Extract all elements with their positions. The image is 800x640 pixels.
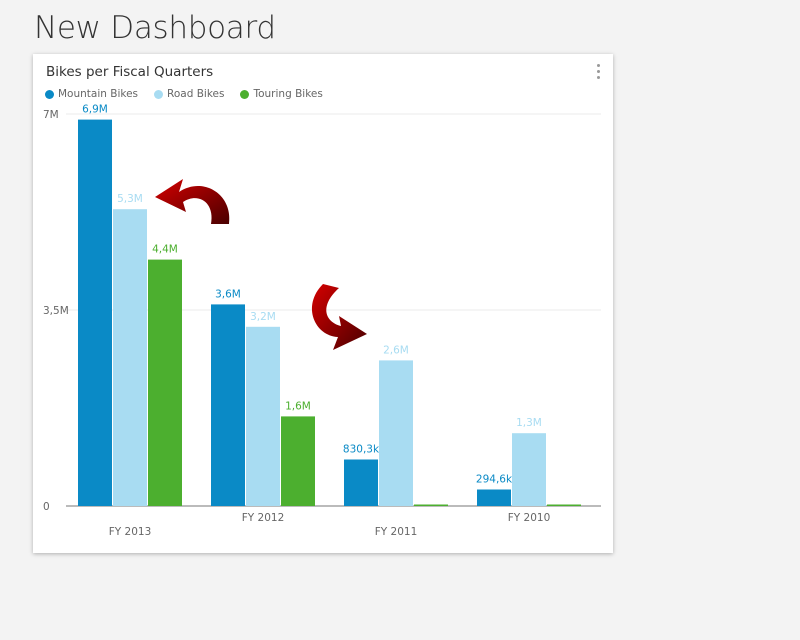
bar[interactable] xyxy=(113,209,147,506)
data-label: 2,6M xyxy=(383,344,409,356)
chart-tile[interactable]: Bikes per Fiscal Quarters Mountain Bikes… xyxy=(33,54,613,553)
data-label: 1,3M xyxy=(516,417,542,429)
page-title: New Dashboard xyxy=(34,10,276,46)
bar[interactable] xyxy=(512,433,546,506)
x-tick-label: FY 2011 xyxy=(375,526,418,538)
legend-label: Road Bikes xyxy=(167,88,225,100)
bar[interactable] xyxy=(379,360,413,506)
bar[interactable] xyxy=(344,459,378,506)
x-tick-label: FY 2013 xyxy=(109,526,152,538)
curved-arrow-left-icon xyxy=(155,179,230,224)
curved-arrow-down-right-icon xyxy=(311,284,367,350)
bar[interactable] xyxy=(148,259,182,506)
y-tick-label: 0 xyxy=(43,501,50,513)
bar[interactable] xyxy=(477,489,511,506)
legend-dot-touring xyxy=(240,89,250,99)
data-label: 294,6k xyxy=(476,474,513,486)
data-label: 830,3k xyxy=(343,444,380,456)
legend-item-mountain-bikes[interactable]: Mountain Bikes xyxy=(45,88,138,100)
legend-label: Mountain Bikes xyxy=(58,88,139,100)
legend-dot-road xyxy=(154,89,164,99)
chart-legend: Mountain Bikes Road Bikes Touring Bikes xyxy=(45,88,339,100)
bar[interactable] xyxy=(547,504,581,507)
bar[interactable] xyxy=(414,504,448,507)
data-label: 1,6M xyxy=(285,400,311,412)
data-label: 5,3M xyxy=(117,193,143,205)
y-tick-label: 7M xyxy=(43,109,59,121)
chart-title: Bikes per Fiscal Quarters xyxy=(46,64,214,80)
legend-item-road-bikes[interactable]: Road Bikes xyxy=(154,88,224,100)
bar[interactable] xyxy=(211,304,245,506)
legend-dot-mountain xyxy=(45,89,54,99)
bar[interactable] xyxy=(246,326,280,506)
bar-chart: 0 3,5M 7M 6,9M 5,3M 4,4M FY 2013 3,6M 3,2M 1,6M FY… xyxy=(43,104,601,538)
x-tick-label: FY 2010 xyxy=(508,512,551,524)
data-label: 6,9M xyxy=(82,104,108,116)
more-vertical-icon[interactable] xyxy=(594,64,602,82)
data-label: 3,2M xyxy=(250,311,276,323)
data-label: 4,4M xyxy=(152,244,178,256)
bar[interactable] xyxy=(281,416,315,506)
legend-label: Touring Bikes xyxy=(253,88,323,100)
bar[interactable] xyxy=(78,119,112,506)
x-tick-label: FY 2012 xyxy=(242,512,285,524)
legend-item-touring-bikes[interactable]: Touring Bikes xyxy=(240,88,323,100)
y-tick-label: 3,5M xyxy=(43,305,69,317)
data-label: 3,6M xyxy=(215,288,241,300)
